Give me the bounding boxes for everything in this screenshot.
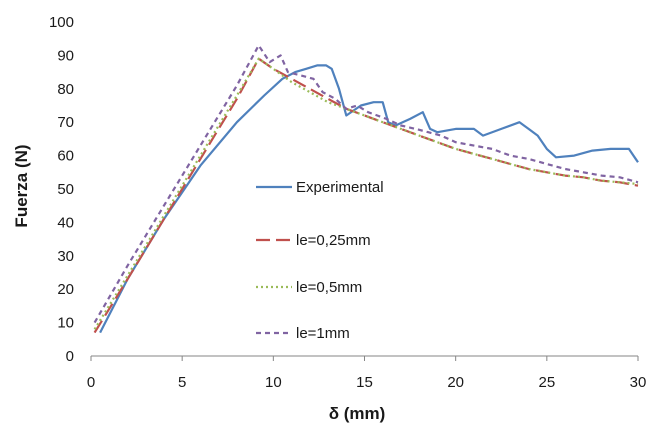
- legend: Experimental le=0,25mm le=0,5mm le=1mm: [256, 179, 384, 342]
- x-tick-label: 20: [447, 374, 464, 391]
- legend-label: le=1mm: [296, 325, 350, 342]
- y-tick-label: 60: [57, 148, 74, 165]
- x-tick-label: 5: [178, 374, 186, 391]
- series-lines: [93, 44, 639, 334]
- series-line-le-1mm: [93, 44, 639, 324]
- y-axis-title: Fuerza (N): [12, 144, 31, 227]
- y-tick-label: 40: [57, 214, 74, 231]
- x-axis-title: δ (mm): [329, 404, 386, 423]
- legend-label: le=0,5mm: [296, 279, 362, 296]
- y-tick-label: 100: [49, 14, 74, 31]
- x-tick-label: 15: [356, 374, 373, 391]
- y-tick-label: 50: [57, 181, 74, 198]
- x-tick-label: 30: [630, 374, 647, 391]
- legend-label: Experimental: [296, 179, 384, 196]
- y-tick-label: 80: [57, 81, 74, 98]
- x-tick-marks: [90, 356, 639, 361]
- y-tick-label: 90: [57, 47, 74, 64]
- x-tick-label: 10: [265, 374, 282, 391]
- y-tick-label: 0: [66, 348, 74, 365]
- y-tick-label: 70: [57, 114, 74, 131]
- series-line-le-0-5mm: [93, 57, 639, 330]
- y-tick-label: 10: [57, 315, 74, 332]
- series-line-experimental: [99, 64, 639, 334]
- legend-label: le=0,25mm: [296, 232, 371, 249]
- x-tick-label: 0: [87, 374, 95, 391]
- x-tick-label: 25: [538, 374, 555, 391]
- y-tick-label: 30: [57, 248, 74, 265]
- y-tick-label: 20: [57, 281, 74, 298]
- y-tick-labels: 0 10 20 30 40 50 60 70 80 90 100: [49, 14, 74, 365]
- x-tick-labels: 0 5 10 15 20 25 30: [87, 374, 647, 391]
